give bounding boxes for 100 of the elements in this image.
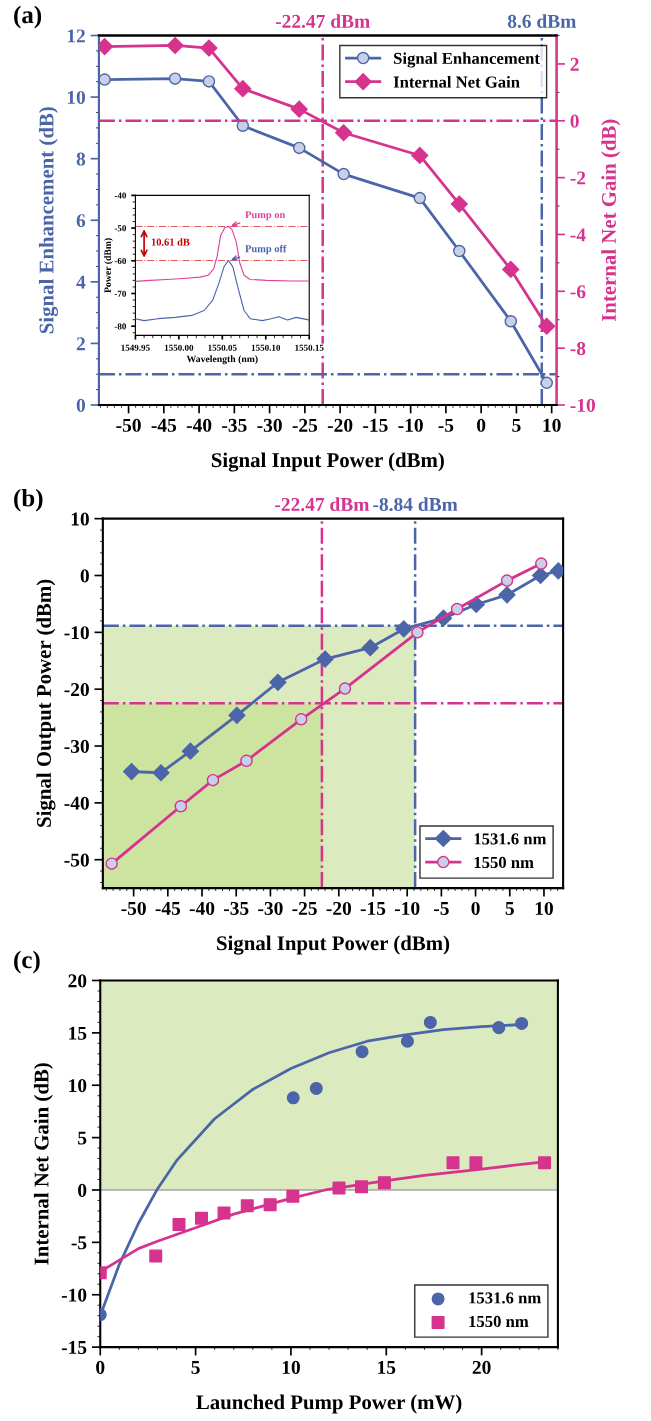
point <box>540 376 553 390</box>
x-axis-title: Signal Input Power (dBm) <box>217 935 450 955</box>
point <box>538 317 556 335</box>
y-tick-label: 5 <box>78 1131 87 1145</box>
y2-tick-label: -10 <box>570 398 595 412</box>
point <box>335 124 353 142</box>
point <box>105 857 118 870</box>
x-tick-label: 10 <box>535 901 553 915</box>
x-tick-label: 0 <box>471 901 480 915</box>
y-tick-label: 10 <box>67 90 86 105</box>
point <box>502 260 520 278</box>
y-axis-title: Power (dBm) <box>104 238 113 293</box>
legend-label: 1531.6 nm <box>474 833 547 845</box>
x-tick-label: -30 <box>257 418 282 432</box>
point <box>240 754 253 768</box>
y-tick-label: 6 <box>76 214 86 228</box>
chart-title: (a) <box>14 5 42 29</box>
legend-label: 1531.6 nm <box>469 1292 541 1304</box>
y-tick-label: -40 <box>64 796 89 810</box>
y-tick-label: 0 <box>80 569 89 583</box>
y-tick-label: -50 <box>64 853 89 867</box>
x-tick-label: 10 <box>543 418 561 432</box>
chart-title: (c) <box>14 950 40 974</box>
y-tick-label: -50 <box>114 225 127 232</box>
point <box>446 1156 460 1170</box>
x-tick-label: -40 <box>186 418 212 432</box>
ref-line-label: -22.47 dBm <box>275 14 370 28</box>
point <box>286 1091 300 1105</box>
x-axis-title: Launched Pump Power (mW) <box>196 1394 462 1414</box>
x-axis-title: Wavelength (nm) <box>186 355 258 365</box>
ref-line-label: -8.84 dBm <box>373 497 458 512</box>
x-tick-label: -45 <box>151 418 177 432</box>
point <box>98 38 114 56</box>
y2-tick-label: -6 <box>570 285 586 299</box>
x-tick-label: -35 <box>223 901 249 915</box>
point <box>228 706 246 724</box>
y2-tick-label: -2 <box>570 171 586 185</box>
y2-tick-label: -4 <box>570 228 586 242</box>
legend-label: 1550 nm <box>469 1315 529 1328</box>
point <box>338 682 352 695</box>
line-series <box>135 225 310 282</box>
x-axis-title: Signal Input Power (dBm) <box>211 452 444 472</box>
x-tick-label: 0 <box>477 418 486 432</box>
point <box>206 773 220 787</box>
legend-label: Signal Enhancement <box>394 52 540 68</box>
x-tick-label: 0 <box>96 1360 105 1374</box>
annotation: 10.61 dB <box>151 238 190 246</box>
y-tick-label: -10 <box>61 1288 87 1302</box>
point <box>411 626 424 639</box>
y-tick-label: 10 <box>69 1079 87 1093</box>
point <box>181 742 199 760</box>
y-tick-label: -15 <box>61 1341 87 1355</box>
y2-tick-label: 2 <box>570 57 579 71</box>
point <box>411 146 429 165</box>
point <box>316 650 334 668</box>
ref-line-label: 8.6 dBm <box>507 14 577 28</box>
y-tick-label: -40 <box>114 192 127 199</box>
y-tick-label: 10 <box>71 512 89 526</box>
point <box>292 141 306 155</box>
point <box>534 557 548 570</box>
point <box>168 72 182 85</box>
x-tick-label: 1550.05 <box>208 344 237 351</box>
y-tick-label: 2 <box>76 337 85 351</box>
y2-axis-title: Internal Net Gain (dB) <box>601 119 621 322</box>
x-tick-label: 1549.95 <box>121 344 150 351</box>
point <box>269 673 287 691</box>
x-tick-label: -5 <box>438 418 454 432</box>
y-tick-label: 20 <box>68 974 87 988</box>
point <box>234 80 252 98</box>
x-tick-label: -10 <box>394 901 420 915</box>
x-tick-label: 5 <box>191 1361 200 1374</box>
y-tick-label: -60 <box>114 257 127 265</box>
point <box>453 244 466 258</box>
point <box>400 1034 414 1048</box>
point <box>498 586 516 604</box>
x-tick-label: 20 <box>472 1360 491 1374</box>
point <box>361 639 379 657</box>
y-tick-label: -5 <box>71 1236 87 1250</box>
x-tick-label: -15 <box>360 901 386 915</box>
point <box>413 191 427 205</box>
y-tick-label: 12 <box>67 29 85 43</box>
y-tick-label: 0 <box>76 398 86 412</box>
point <box>500 574 514 587</box>
x-tick-label: 1550.15 <box>295 344 324 351</box>
x-tick-label: 5 <box>505 902 514 915</box>
point <box>200 39 218 57</box>
x-tick-label: 15 <box>378 1360 396 1374</box>
y-tick-label: 15 <box>69 1026 87 1040</box>
point <box>290 100 308 118</box>
point <box>395 620 413 638</box>
point <box>172 1218 186 1232</box>
y-tick-label: -30 <box>64 739 89 753</box>
point <box>149 1249 163 1263</box>
x-tick-label: -25 <box>292 901 317 915</box>
point <box>450 195 468 213</box>
point <box>202 75 216 88</box>
x-tick-label: -30 <box>258 901 283 915</box>
point <box>166 36 184 55</box>
y-tick-label: -80 <box>114 323 127 330</box>
ref-line-label: -22.47 dBm <box>275 497 370 512</box>
